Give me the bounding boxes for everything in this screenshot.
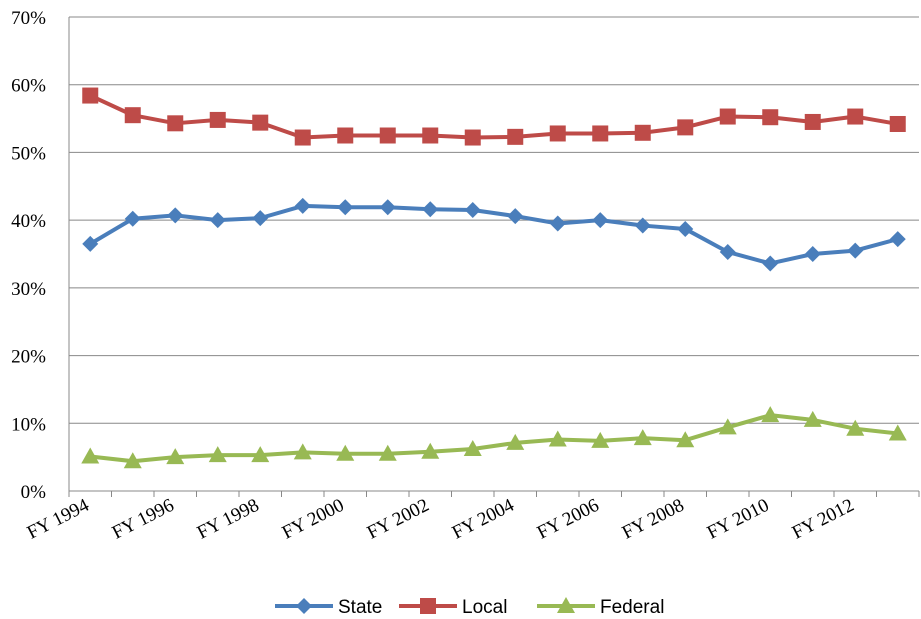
data-point-square: [167, 115, 184, 132]
legend-label: State: [338, 597, 382, 618]
data-point-diamond: [82, 235, 99, 252]
data-point-triangle: [378, 444, 397, 461]
series-layer: [81, 87, 907, 469]
y-tick-label: 50%: [11, 143, 46, 164]
gridlines: [69, 16, 919, 424]
y-tick-label: 20%: [11, 347, 46, 368]
data-point-diamond: [422, 201, 439, 218]
legend-item-local: Local: [399, 597, 507, 618]
x-tick-label: FY 2004: [449, 495, 518, 544]
data-point-square: [804, 113, 821, 130]
series-local: [82, 87, 906, 146]
data-point-diamond: [677, 220, 694, 237]
data-point-diamond: [549, 215, 566, 232]
data-point-triangle: [557, 597, 575, 613]
data-point-triangle: [81, 447, 100, 464]
data-point-diamond: [337, 199, 354, 216]
legend-label: Local: [462, 597, 507, 618]
data-point-triangle: [718, 418, 737, 435]
x-tick-label: FY 1996: [109, 495, 178, 544]
data-point-diamond: [464, 201, 481, 218]
y-axis-tick-labels: 0% 10% 20% 30% 40% 50% 60% 70%: [11, 8, 46, 503]
data-point-triangle: [293, 443, 312, 460]
data-point-triangle: [846, 419, 865, 436]
data-point-triangle: [633, 429, 652, 446]
data-point-diamond: [719, 243, 736, 260]
y-tick-label: 40%: [11, 211, 46, 232]
data-point-diamond: [379, 199, 396, 216]
data-point-triangle: [761, 406, 780, 423]
data-point-square: [634, 124, 651, 141]
data-point-square: [420, 598, 436, 614]
data-point-square: [592, 125, 609, 142]
data-point-square: [762, 109, 779, 126]
data-point-square: [464, 129, 481, 146]
data-point-diamond: [252, 210, 269, 227]
data-point-square: [209, 111, 226, 128]
x-axis-tick-labels: FY 1994 FY 1996 FY 1998 FY 2000 FY 2002 FY 20…: [24, 495, 858, 544]
y-tick-label: 30%: [11, 279, 46, 300]
data-point-square: [847, 108, 864, 125]
axes: [68, 17, 920, 497]
data-point-diamond: [804, 246, 821, 262]
legend-label: Federal: [600, 597, 664, 618]
data-point-diamond: [634, 217, 651, 234]
data-point-square: [422, 127, 439, 144]
x-tick-label: FY 2000: [279, 495, 348, 544]
data-point-diamond: [296, 598, 312, 614]
series-line: [89, 203, 899, 266]
legend: State Local Federal: [275, 597, 664, 618]
data-point-triangle: [336, 444, 355, 461]
y-tick-label: 70%: [11, 8, 46, 29]
data-point-diamond: [294, 197, 311, 214]
data-point-square: [294, 129, 311, 146]
x-tick-label: FY 2012: [789, 495, 858, 544]
data-point-diamond: [847, 242, 864, 259]
x-tick-label: FY 1998: [194, 495, 263, 544]
series-federal: [81, 406, 907, 469]
data-point-triangle: [888, 424, 907, 441]
data-point-triangle: [676, 431, 695, 448]
data-point-triangle: [591, 431, 610, 448]
data-point-square: [252, 114, 269, 131]
x-tick-label: FY 2008: [619, 495, 688, 544]
data-point-triangle: [166, 448, 185, 465]
data-point-triangle: [803, 410, 822, 427]
series-line: [90, 413, 898, 464]
data-point-square: [82, 87, 99, 104]
x-tick-label: FY 2010: [704, 495, 773, 544]
data-point-triangle: [251, 446, 270, 463]
y-tick-label: 0%: [21, 482, 47, 503]
data-point-diamond: [592, 212, 609, 229]
data-point-square: [677, 119, 694, 136]
data-point-square: [889, 115, 906, 132]
data-point-triangle: [421, 442, 440, 459]
data-point-square: [379, 127, 396, 144]
series-state: [82, 197, 906, 272]
legend-item-federal: Federal: [537, 597, 664, 618]
data-point-diamond: [167, 207, 184, 224]
data-point-diamond: [889, 231, 906, 248]
data-point-diamond: [124, 210, 141, 227]
data-point-diamond: [762, 255, 779, 272]
y-tick-label: 60%: [11, 76, 46, 97]
data-point-square: [507, 128, 524, 145]
legend-item-state: State: [275, 597, 382, 618]
data-point-triangle: [463, 440, 482, 457]
data-point-square: [549, 125, 566, 142]
data-point-triangle: [208, 446, 227, 463]
data-point-square: [719, 108, 736, 125]
x-tick-label: FY 2006: [534, 495, 603, 544]
data-point-triangle: [548, 430, 567, 447]
data-point-square: [337, 127, 354, 144]
data-point-triangle: [506, 433, 525, 450]
data-point-diamond: [507, 208, 524, 225]
y-tick-label: 10%: [11, 414, 46, 435]
x-tick-label: FY 2002: [364, 495, 433, 544]
data-point-triangle: [123, 452, 142, 469]
data-point-square: [124, 107, 141, 124]
data-point-diamond: [209, 212, 226, 229]
